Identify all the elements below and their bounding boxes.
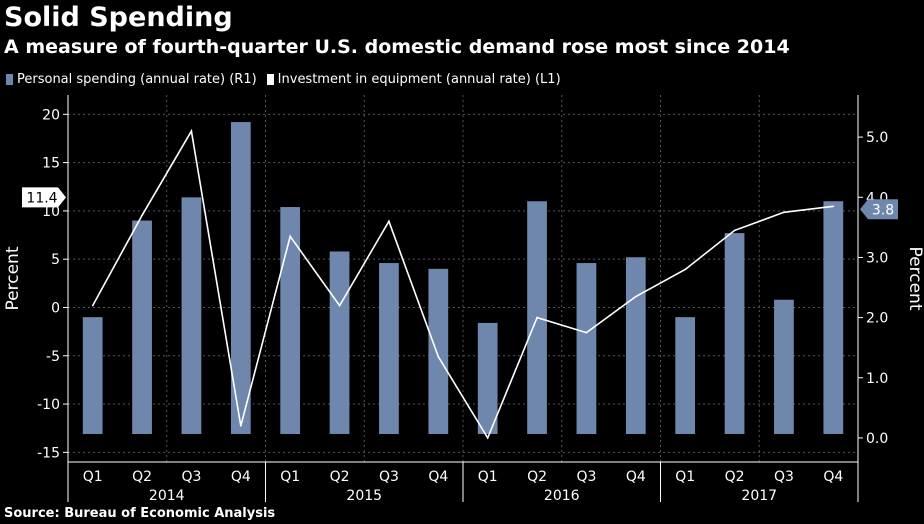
bar-personal-spending [329, 251, 350, 434]
legend-item-investment: Investment in equipment (annual rate) (L… [266, 72, 561, 87]
x-axis-quarter-label: Q3 [379, 469, 399, 485]
source-note: Source: Bureau of Economic Analysis [4, 506, 276, 521]
point-investment-equipment [338, 304, 341, 307]
left-axis-tick-label: 10 [42, 204, 60, 220]
axes-layer: 20151050-5-10-15Percent5.04.03.02.01.00.… [3, 95, 924, 504]
x-axis-quarter-label: Q1 [280, 469, 300, 485]
legend-swatch-bar [6, 74, 13, 85]
bar-personal-spending [724, 233, 745, 434]
bar-personal-spending [477, 322, 498, 434]
bar-personal-spending [675, 317, 696, 434]
right-axis-tick-label: 1.0 [866, 371, 888, 387]
left-axis-tick-label: -10 [37, 397, 60, 413]
legend: Personal spending (annual rate) (R1) Inv… [6, 72, 571, 87]
point-investment-equipment [437, 355, 440, 358]
point-investment-equipment [585, 331, 588, 334]
left-axis-tick-label: 20 [42, 107, 60, 123]
x-axis-quarter-label: Q1 [83, 469, 103, 485]
legend-label-personal-spending: Personal spending (annual rate) (R1) [17, 72, 257, 87]
point-investment-equipment [388, 220, 390, 223]
x-axis-quarter-label: Q2 [330, 469, 350, 485]
chart-title: Solid Spending [4, 2, 233, 33]
x-axis-quarter-label: Q4 [428, 469, 448, 485]
x-axis-year-label: 2016 [544, 488, 580, 504]
left-callout-box [22, 187, 66, 208]
bar-personal-spending [132, 220, 152, 434]
bar-personal-spending [428, 268, 449, 434]
point-investment-equipment [684, 268, 686, 271]
x-axis-quarter-label: Q1 [478, 469, 498, 485]
bar-personal-spending [280, 207, 301, 434]
point-investment-equipment [783, 211, 785, 214]
right-axis-tick-label: 5.0 [866, 130, 888, 146]
x-axis-year-label: 2015 [346, 488, 382, 504]
left-axis-tick-label: 0 [51, 300, 60, 316]
point-investment-equipment [91, 304, 94, 307]
x-axis-quarter-label: Q3 [774, 469, 794, 485]
legend-swatch-line [266, 74, 274, 85]
right-axis-tick-label: 2.0 [866, 311, 888, 327]
line-layer [91, 128, 835, 440]
x-axis-quarter-label: Q2 [132, 469, 152, 485]
point-investment-equipment [486, 437, 489, 439]
left-axis-label: Percent [3, 246, 23, 310]
x-axis-quarter-label: Q4 [231, 469, 251, 485]
point-investment-equipment [832, 205, 835, 208]
point-investment-equipment [190, 130, 193, 132]
right-axis-label: Percent [905, 247, 924, 311]
legend-label-investment: Investment in equipment (annual rate) (L… [277, 72, 561, 87]
right-callout-box [860, 199, 898, 220]
x-axis-quarter-label: Q3 [576, 469, 596, 485]
bar-personal-spending [82, 317, 103, 434]
bar-personal-spending [379, 263, 399, 434]
bars-layer [82, 122, 844, 434]
point-investment-equipment [733, 229, 736, 232]
right-axis-tick-label: 0.0 [866, 431, 888, 447]
chart-subtitle: A measure of fourth-quarter U.S. domesti… [4, 36, 790, 58]
point-investment-equipment [289, 235, 291, 238]
bar-personal-spending [181, 197, 202, 434]
left-axis-tick-label: -5 [46, 349, 60, 365]
point-investment-equipment [536, 316, 538, 319]
right-callout-label: 3.8 [872, 202, 894, 218]
x-axis-quarter-label: Q2 [725, 469, 745, 485]
x-axis-quarter-label: Q4 [823, 469, 843, 485]
left-axis-tick-label: -15 [37, 445, 60, 461]
point-investment-equipment [141, 214, 143, 217]
x-axis-quarter-label: Q2 [527, 469, 547, 485]
bar-personal-spending [230, 122, 251, 434]
bar-personal-spending [823, 201, 844, 434]
point-investment-equipment [635, 295, 637, 298]
line-investment-equipment [91, 128, 834, 440]
left-axis-tick-label: 5 [51, 252, 60, 268]
x-axis-quarter-label: Q1 [675, 469, 695, 485]
bar-personal-spending [576, 263, 597, 434]
bar-personal-spending [774, 299, 794, 434]
x-axis-quarter-label: Q4 [626, 469, 646, 485]
legend-item-personal-spending: Personal spending (annual rate) (R1) [6, 72, 257, 87]
x-axis-year-label: 2014 [149, 488, 185, 504]
bar-personal-spending [625, 257, 646, 434]
left-axis-tick-label: 15 [42, 156, 60, 172]
right-axis-tick-label: 3.0 [866, 250, 888, 266]
x-axis-quarter-label: Q3 [181, 469, 201, 485]
x-axis-year-label: 2017 [741, 488, 777, 504]
point-investment-equipment [240, 425, 242, 427]
left-callout-label: 11.4 [26, 190, 57, 206]
